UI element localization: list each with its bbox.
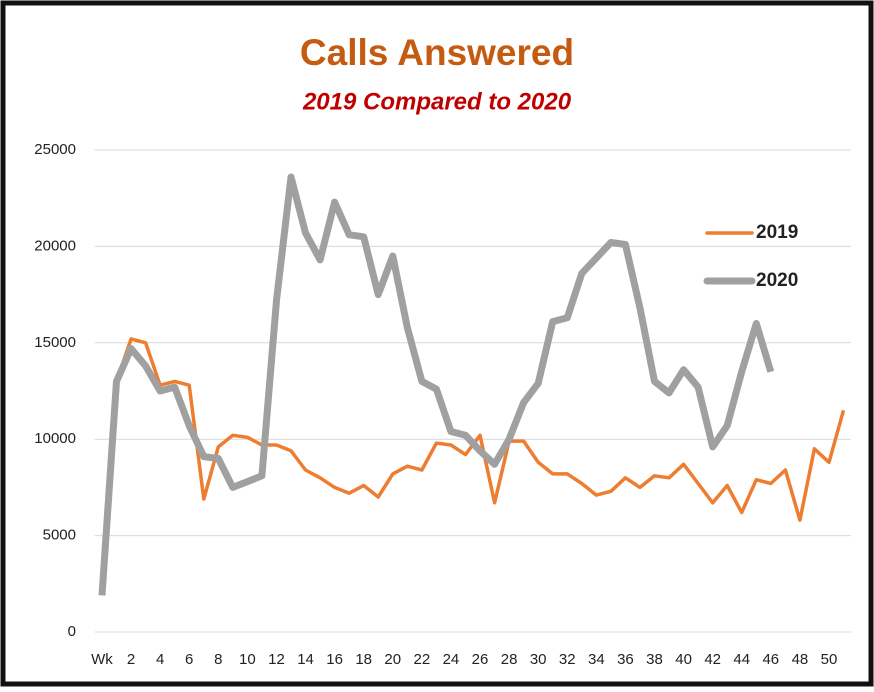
chart-subtitle: 2019 Compared to 2020 [302, 88, 572, 115]
x-tick-label: 10 [239, 651, 256, 668]
x-tick-label: 48 [792, 651, 809, 668]
y-tick-label: 15000 [34, 334, 76, 351]
x-tick-label: 12 [268, 651, 285, 668]
x-tick-label: 18 [355, 651, 372, 668]
x-tick-label: 8 [214, 651, 222, 668]
x-tick-label: 38 [646, 651, 663, 668]
series-line [98, 173, 775, 596]
chart-title: Calls Answered [300, 32, 574, 73]
x-tick-label: 20 [384, 651, 401, 668]
x-tick-label: 26 [472, 651, 489, 668]
y-tick-label: 10000 [34, 430, 76, 447]
x-tick-label: 32 [559, 651, 576, 668]
x-tick-label: 16 [326, 651, 343, 668]
x-tick-label: Wk [91, 651, 113, 668]
x-tick-label: 44 [733, 651, 750, 668]
x-tick-label: 30 [530, 651, 547, 668]
x-tick-label: 34 [588, 651, 605, 668]
x-tick-label: 50 [821, 651, 838, 668]
y-tick-label: 25000 [34, 141, 76, 158]
series-line [114, 337, 846, 522]
x-tick-label: 22 [414, 651, 431, 668]
x-tick-label: 28 [501, 651, 518, 668]
legend-label: 2020 [756, 270, 798, 291]
y-tick-label: 20000 [34, 237, 76, 254]
x-tick-label: 14 [297, 651, 314, 668]
x-tick-label: 4 [156, 651, 164, 668]
x-tick-label: 2 [127, 651, 135, 668]
x-tick-label: 40 [675, 651, 692, 668]
y-tick-label: 0 [68, 623, 76, 640]
x-tick-label: 6 [185, 651, 193, 668]
y-tick-label: 5000 [43, 527, 76, 544]
legend-label: 2019 [756, 222, 798, 243]
x-tick-label: 24 [443, 651, 460, 668]
x-tick-label: 46 [762, 651, 779, 668]
x-tick-label: 42 [704, 651, 721, 668]
x-tick-label: 36 [617, 651, 634, 668]
